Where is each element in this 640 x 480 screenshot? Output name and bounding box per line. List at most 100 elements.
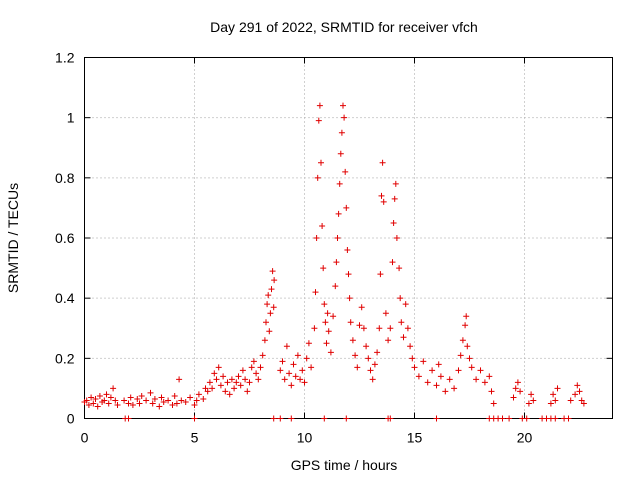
data-point [173, 400, 180, 407]
data-point [341, 114, 348, 121]
data-point [299, 367, 306, 374]
data-point [363, 343, 370, 350]
data-point [337, 150, 344, 157]
data-point [259, 352, 266, 359]
y-tick-label: 0.6 [55, 230, 75, 246]
data-point [463, 313, 470, 320]
y-tick-label: 0.2 [55, 350, 75, 366]
data-point [85, 401, 92, 408]
y-tick-label: 1.2 [55, 50, 75, 66]
data-point [96, 392, 103, 399]
data-point [390, 219, 397, 226]
data-point [332, 283, 339, 290]
data-point [125, 400, 132, 407]
data-point [314, 174, 321, 181]
data-point [308, 364, 315, 371]
data-point [356, 322, 363, 329]
data-point [468, 364, 475, 371]
data-point [552, 415, 559, 422]
data-point [514, 379, 521, 386]
y-tick-label: 0.4 [55, 290, 75, 306]
data-point [464, 343, 471, 350]
data-point [169, 401, 176, 408]
data-point [271, 277, 278, 284]
data-point [288, 382, 295, 389]
data-point [143, 397, 150, 404]
data-point [392, 180, 399, 187]
data-point [451, 385, 458, 392]
data-point [269, 268, 276, 275]
x-axis: 0 5 10 15 20 [81, 57, 532, 446]
data-point [305, 340, 312, 347]
data-point [244, 388, 251, 395]
data-point [90, 400, 97, 407]
x-tick-label: 0 [81, 430, 89, 446]
data-point [552, 397, 559, 404]
data-point [333, 259, 340, 266]
data-point [338, 129, 345, 136]
data-point [334, 235, 341, 241]
data-point [437, 373, 444, 380]
data-point [315, 117, 322, 124]
data-point [340, 102, 346, 109]
data-point [321, 415, 328, 422]
y-tick-label: 1 [67, 110, 75, 126]
data-point [265, 292, 272, 299]
data-point [319, 222, 326, 229]
data-point [228, 376, 235, 383]
data-point [224, 379, 231, 386]
data-point [396, 265, 403, 272]
data-point [486, 373, 493, 380]
data-point [250, 358, 257, 365]
data-point [382, 310, 389, 317]
data-point [378, 192, 385, 199]
data-point [261, 337, 268, 344]
data-point [360, 325, 367, 332]
data-point [411, 364, 418, 371]
data-point [129, 401, 136, 408]
data-point [320, 265, 327, 272]
data-point [387, 415, 394, 422]
data-point [217, 382, 224, 389]
data-point [239, 367, 246, 374]
x-tick-label: 10 [297, 430, 313, 446]
data-point [121, 397, 128, 404]
data-point [263, 319, 269, 326]
data-point [324, 310, 331, 317]
data-point [398, 319, 405, 326]
data-point [268, 286, 275, 293]
data-point [195, 391, 202, 398]
y-axis-label: SRMTID / TECUs [5, 183, 21, 293]
data-point [400, 334, 407, 341]
data-point [459, 337, 466, 344]
data-point [576, 388, 583, 395]
data-point [277, 415, 284, 422]
data-point [286, 370, 293, 377]
data-point [83, 397, 90, 404]
data-point [335, 210, 342, 217]
data-point [279, 358, 286, 365]
data-point [134, 395, 141, 402]
data-point [318, 159, 324, 166]
data-point [292, 373, 299, 380]
data-point [358, 304, 365, 311]
data-point [160, 398, 167, 405]
data-point [182, 398, 189, 405]
data-point [178, 397, 185, 404]
data-point [343, 415, 350, 422]
data-point [105, 400, 112, 407]
data-point [349, 337, 356, 344]
data-point [506, 415, 513, 422]
data-point [477, 367, 484, 374]
data-point [429, 367, 436, 374]
data-point [336, 180, 343, 187]
data-point [270, 415, 277, 422]
data-point [171, 392, 178, 399]
data-point [290, 361, 297, 368]
data-point [455, 367, 462, 374]
data-point [347, 319, 354, 326]
data-point [415, 373, 422, 380]
data-point [136, 400, 143, 407]
data-point [101, 397, 108, 404]
